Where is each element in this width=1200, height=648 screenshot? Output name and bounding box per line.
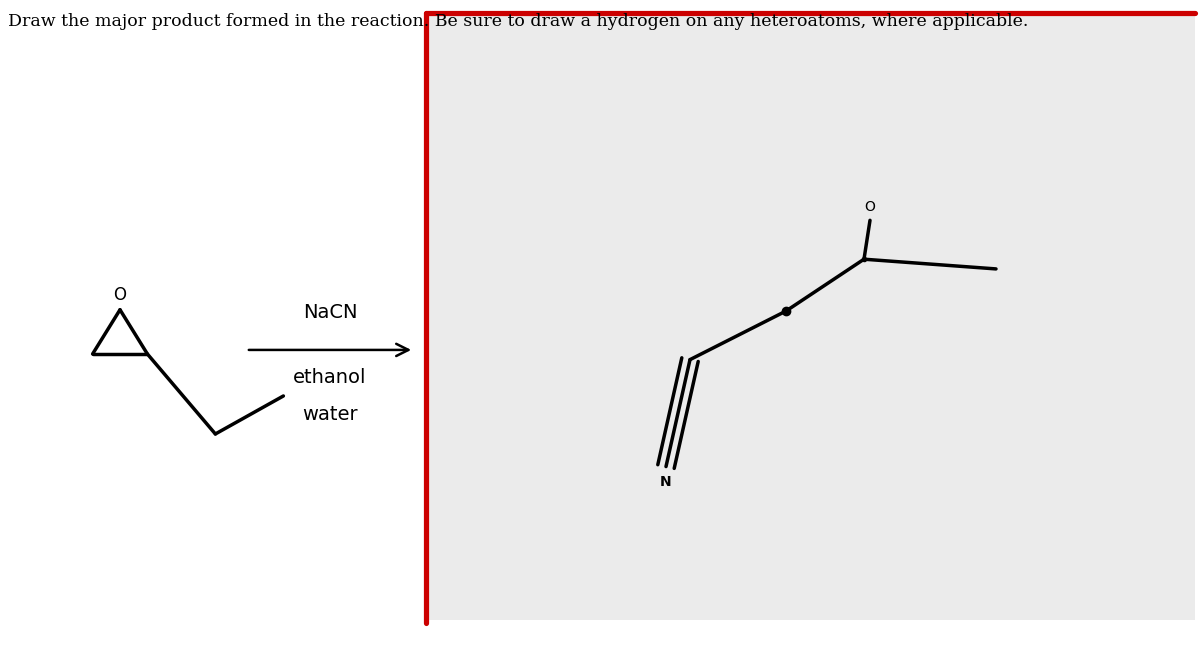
Text: water: water: [302, 405, 358, 424]
Text: NaCN: NaCN: [302, 303, 358, 322]
Text: N: N: [660, 474, 672, 489]
Text: O: O: [864, 200, 876, 214]
Bar: [430, 13, 1195, 620]
Text: O: O: [114, 286, 126, 304]
Text: Draw the major product formed in the reaction. Be sure to draw a hydrogen on any: Draw the major product formed in the rea…: [8, 13, 1028, 30]
Text: ethanol: ethanol: [293, 368, 367, 387]
